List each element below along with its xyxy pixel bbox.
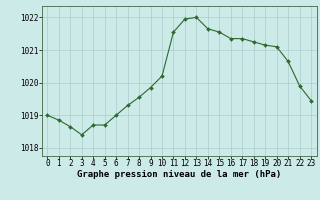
- X-axis label: Graphe pression niveau de la mer (hPa): Graphe pression niveau de la mer (hPa): [77, 170, 281, 179]
